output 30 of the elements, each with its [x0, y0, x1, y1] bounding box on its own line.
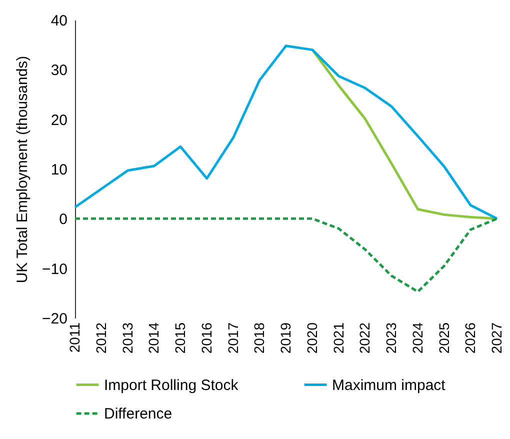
line-series — [74, 217, 498, 293]
x-tick-label: 2011 — [66, 322, 82, 353]
x-tick-label: 2026 — [462, 322, 478, 354]
y-axis-title: UK Total Employment (thousands) — [14, 56, 32, 284]
x-tick-label: 2014 — [146, 322, 162, 354]
x-tick-label: 2023 — [383, 322, 399, 354]
x-tick-label: 2018 — [251, 322, 268, 354]
line-series — [74, 44, 498, 220]
x-tick-label: 2020 — [304, 322, 320, 354]
x-tick-label: 2013 — [119, 322, 136, 354]
y-tick-label: −10 — [42, 260, 68, 278]
y-tick-label: 40 — [50, 12, 68, 30]
x-tick-label: 2027 — [488, 322, 504, 354]
y-tick-label: −20 — [42, 310, 68, 328]
y-tick-label: 10 — [50, 162, 68, 178]
x-tick-label: 2012 — [92, 322, 109, 354]
x-tick-label: 2022 — [356, 322, 373, 354]
x-tick-label: 2025 — [436, 322, 452, 354]
y-tick-label: 30 — [50, 62, 68, 80]
legend-label: Maximum impact — [332, 376, 446, 394]
x-tick-label: 2021 — [330, 322, 346, 354]
x-tick-label: 2015 — [172, 322, 188, 354]
x-tick-label: 2024 — [409, 322, 426, 354]
x-tick-label: 2019 — [278, 322, 294, 354]
y-tick-label: 20 — [50, 112, 68, 129]
x-tick-label: 2017 — [224, 322, 241, 354]
legend-label: Import Rolling Stock — [104, 376, 239, 394]
y-tick-label: 0 — [59, 211, 68, 228]
x-tick-label: 2016 — [198, 322, 214, 354]
legend-label: Difference — [104, 406, 172, 422]
